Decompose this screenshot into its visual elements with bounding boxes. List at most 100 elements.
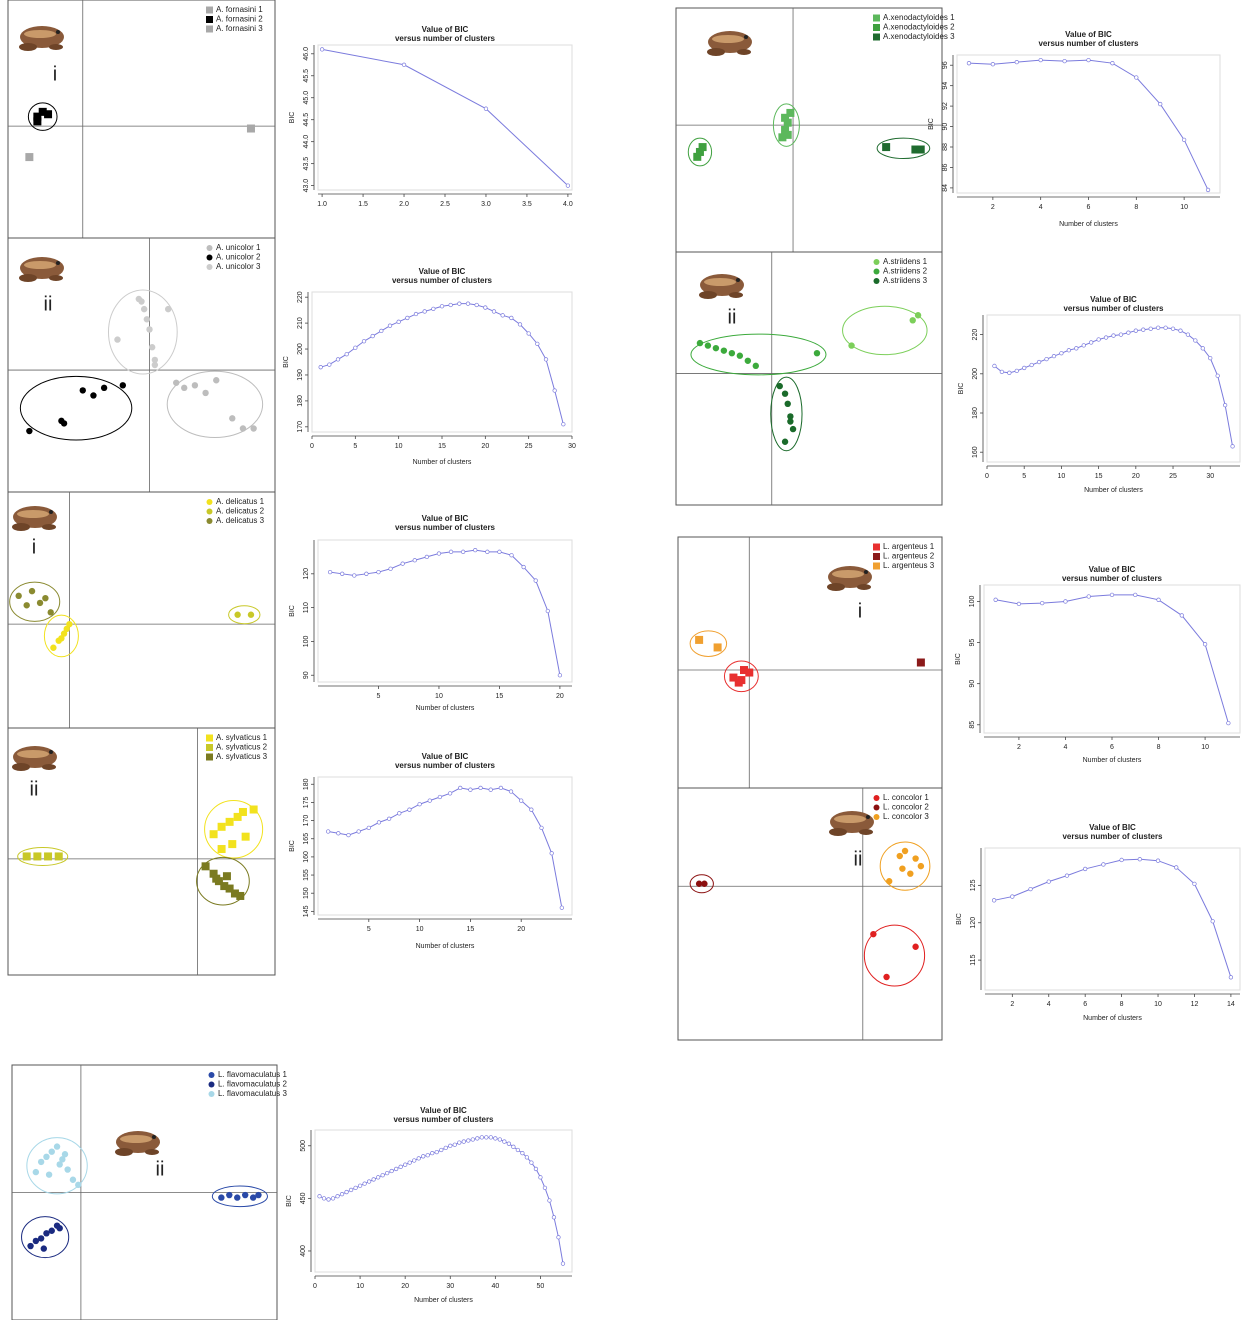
bic-point bbox=[406, 316, 410, 320]
frog-leg bbox=[729, 292, 743, 298]
legend-swatch bbox=[874, 805, 880, 811]
bic-point bbox=[345, 352, 349, 356]
point bbox=[37, 600, 43, 606]
x-tick-label: 2.0 bbox=[399, 201, 409, 208]
x-tick-label: 15 bbox=[438, 443, 446, 450]
x-axis-label: Number of clusters bbox=[1059, 221, 1118, 228]
bic-point bbox=[371, 334, 375, 338]
bic-point bbox=[331, 1197, 335, 1201]
bic-point bbox=[380, 329, 384, 333]
x-tick-label: 2 bbox=[1017, 744, 1021, 751]
bic-point bbox=[1087, 595, 1091, 599]
x-tick-label: 1.0 bbox=[317, 201, 327, 208]
x-tick-label: 25 bbox=[1169, 473, 1177, 480]
point bbox=[146, 326, 152, 332]
chart-title: Value of BIC bbox=[422, 752, 469, 761]
x-tick-label: 4 bbox=[1064, 744, 1068, 751]
point bbox=[745, 358, 751, 364]
x-tick-label: 4 bbox=[1039, 204, 1043, 211]
bic-point bbox=[372, 1178, 376, 1182]
bic-point bbox=[376, 1176, 380, 1180]
y-tick-label: 90 bbox=[303, 671, 310, 679]
bic-line bbox=[321, 304, 564, 425]
legend-label: A. sylvaticus 3 bbox=[216, 752, 268, 761]
bic-point bbox=[1229, 975, 1233, 979]
bic-point bbox=[1227, 721, 1231, 725]
bic-point bbox=[516, 1148, 520, 1152]
point bbox=[782, 390, 788, 396]
bic-point bbox=[1179, 329, 1183, 333]
bic-point bbox=[412, 1159, 416, 1163]
bic-point bbox=[449, 550, 453, 554]
bic-point bbox=[322, 1197, 326, 1201]
bic-line bbox=[328, 788, 562, 908]
point bbox=[255, 1192, 261, 1198]
bic-point bbox=[512, 1145, 516, 1149]
bic-point bbox=[1157, 598, 1161, 602]
panel-label: i bbox=[858, 600, 862, 622]
x-tick-label: 12 bbox=[1191, 1001, 1199, 1008]
plot-frame bbox=[957, 55, 1220, 193]
bic-point bbox=[1194, 339, 1198, 343]
point bbox=[49, 1228, 55, 1234]
bic-point bbox=[327, 1198, 331, 1202]
bic-point bbox=[402, 63, 406, 67]
point bbox=[213, 377, 219, 383]
point bbox=[66, 621, 72, 627]
y-tick-label: 150 bbox=[303, 887, 310, 899]
panel-frame bbox=[678, 788, 942, 1040]
x-tick-label: 30 bbox=[446, 1283, 454, 1290]
bic-point bbox=[1022, 366, 1026, 370]
bic-point bbox=[387, 817, 391, 821]
point bbox=[695, 636, 703, 644]
point bbox=[202, 862, 210, 870]
bic-point bbox=[471, 1138, 475, 1142]
y-axis-label: BIC bbox=[286, 1195, 293, 1207]
bic-point bbox=[1111, 61, 1115, 65]
y-tick-label: 44.0 bbox=[303, 135, 310, 149]
bic-point bbox=[320, 48, 324, 52]
point bbox=[234, 612, 240, 618]
legend-swatch bbox=[873, 15, 880, 22]
bic-point bbox=[365, 572, 369, 576]
y-tick-label: 46.0 bbox=[303, 47, 310, 61]
plot-frame bbox=[315, 1130, 572, 1272]
y-tick-label: 160 bbox=[972, 446, 979, 458]
bic-point bbox=[358, 1184, 362, 1188]
point bbox=[912, 855, 918, 861]
bic-point bbox=[546, 609, 550, 613]
bic-point bbox=[522, 565, 526, 569]
point bbox=[848, 342, 854, 348]
legend-swatch bbox=[873, 563, 880, 570]
x-tick-label: 1.5 bbox=[358, 201, 368, 208]
bic-point bbox=[1029, 887, 1033, 891]
bic-point bbox=[1174, 866, 1178, 870]
y-axis-label: BIC bbox=[958, 383, 965, 395]
bic-point bbox=[507, 1142, 511, 1146]
x-tick-label: 8 bbox=[1157, 744, 1161, 751]
y-tick-label: 44.5 bbox=[303, 113, 310, 127]
frog-photo bbox=[12, 746, 57, 771]
bic-point bbox=[408, 808, 412, 812]
cluster-ellipse bbox=[229, 606, 260, 624]
frog-eye bbox=[736, 278, 740, 282]
y-tick-label: 88 bbox=[942, 143, 949, 151]
bic-point bbox=[553, 389, 557, 393]
bic-point bbox=[530, 808, 534, 812]
x-tick-label: 6 bbox=[1083, 1001, 1087, 1008]
bic-point bbox=[1158, 102, 1162, 106]
chart-subtitle: versus number of clusters bbox=[1062, 574, 1163, 583]
point bbox=[57, 1161, 63, 1167]
bic-point bbox=[385, 1171, 389, 1175]
plot-frame bbox=[318, 540, 572, 682]
bic-point bbox=[484, 306, 488, 310]
bic-point bbox=[319, 365, 323, 369]
point bbox=[33, 852, 41, 860]
point bbox=[210, 830, 218, 838]
bic-point bbox=[347, 833, 351, 837]
legend-swatch bbox=[207, 255, 213, 261]
bic-point bbox=[399, 1165, 403, 1169]
y-tick-label: 110 bbox=[303, 602, 310, 613]
bic-point bbox=[1164, 326, 1168, 330]
bic-point bbox=[501, 314, 505, 318]
